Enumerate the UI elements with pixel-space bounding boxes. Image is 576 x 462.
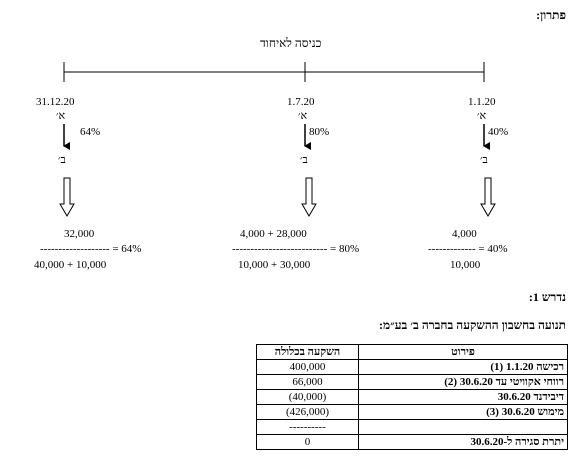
row-description: מימוש 30.6.20 (3) — [358, 404, 568, 420]
company-b-label-mid: ב׳ — [300, 154, 308, 166]
hollow-arrow-right — [480, 177, 496, 217]
company-a-label-mid: א׳ — [298, 110, 308, 122]
company-b-label-left: ב׳ — [58, 154, 66, 166]
table-row: רכישה 1.1.20 (1) 400,000 — [256, 359, 568, 375]
ownership-pct-right: 40% — [488, 126, 509, 138]
formula-bottom-mid: 10,000 + 30,000 — [238, 259, 311, 271]
row-amount: 66,000 — [256, 374, 359, 390]
table-row-total: יתרת סגירה ל-30.6.20 0 — [256, 434, 568, 450]
timeline-entry-label: כניסה לאיחוד — [260, 36, 322, 50]
formula-line-left: ------------------- = 64% — [40, 243, 142, 255]
required-heading: נדרש 1: — [528, 290, 566, 304]
table-row: רווחי אקוויטי עד 30.6.20 (2) 66,000 — [256, 374, 568, 390]
table-title: תנועה בחשבון ההשקעה בחברה ב׳ בע״מ: — [379, 318, 566, 332]
company-a-label-left: א׳ — [56, 110, 66, 122]
hollow-arrow-mid — [301, 177, 317, 217]
header-investment: השקעה בכלולה — [256, 344, 359, 360]
row-amount: (426,000) — [256, 404, 359, 420]
formula-top-left: 32,000 — [64, 228, 95, 240]
row-description: רכישה 1.1.20 (1) — [358, 359, 568, 375]
solution-heading: פתרון: — [536, 8, 566, 22]
table-row: ---------- — [256, 419, 568, 435]
date-1-1-20: 1.1.20 — [468, 96, 496, 108]
row-amount: ---------- — [256, 419, 359, 435]
formula-bottom-right: 10,000 — [450, 259, 481, 271]
row-description — [358, 419, 568, 435]
date-1-7-20: 1.7.20 — [287, 96, 315, 108]
formula-line-right: ------------- = 40% — [428, 243, 508, 255]
formula-top-mid: 4,000 + 28,000 — [240, 228, 307, 240]
company-a-label-right: א׳ — [477, 110, 487, 122]
ownership-pct-mid: 80% — [309, 126, 330, 138]
formula-line-mid: -------------------------- = 80% — [232, 243, 360, 255]
hollow-arrow-left — [59, 177, 75, 217]
date-31-12-20: 31.12.20 — [36, 96, 75, 108]
formula-top-right: 4,000 — [452, 228, 477, 240]
table-row: מימוש 30.6.20 (3) (426,000) — [256, 404, 568, 420]
formula-bottom-left: 40,000 + 10,000 — [34, 259, 107, 271]
company-b-label-right: ב׳ — [480, 154, 488, 166]
row-description: רווחי אקוויטי עד 30.6.20 (2) — [358, 374, 568, 390]
ownership-pct-left: 64% — [80, 126, 101, 138]
row-amount: (40,000) — [256, 389, 359, 405]
investment-table: פירוט השקעה בכלולה רכישה 1.1.20 (1) 400,… — [256, 344, 568, 450]
row-description: דיבידנד 30.6.20 — [358, 389, 568, 405]
header-description: פירוט — [358, 344, 568, 360]
row-description: יתרת סגירה ל-30.6.20 — [358, 434, 568, 450]
table-row: דיבידנד 30.6.20 (40,000) — [256, 389, 568, 405]
row-amount: 0 — [256, 434, 359, 450]
table-header-row: פירוט השקעה בכלולה — [256, 344, 568, 360]
row-amount: 400,000 — [256, 359, 359, 375]
